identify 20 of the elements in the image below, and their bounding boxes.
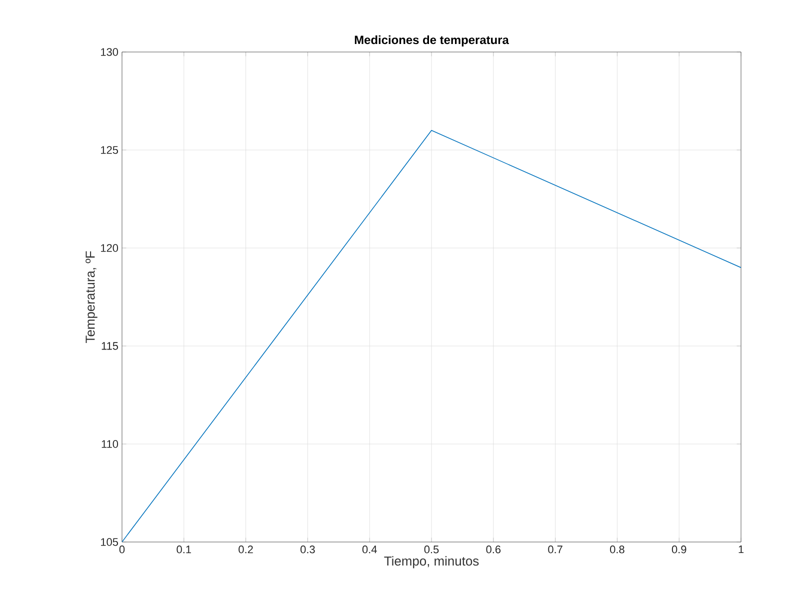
x-axis-title: Tiempo, minutos <box>384 556 479 568</box>
x-tick-label: 1 <box>738 546 744 554</box>
x-tick-label: 0.3 <box>300 546 315 554</box>
x-tick-label: 0.8 <box>610 546 624 554</box>
x-tick-label: 0.5 <box>424 546 439 554</box>
y-tick-label: 120 <box>101 244 118 252</box>
y-tick-label: 125 <box>101 146 118 154</box>
x-tick-label: 0.1 <box>176 546 191 554</box>
y-tick-label: 115 <box>102 342 118 350</box>
x-tick-label: 0.2 <box>238 546 253 554</box>
x-tick-label: 0.7 <box>548 546 562 554</box>
y-tick-label: 105 <box>101 538 118 546</box>
chart-title: Mediciones de temperatura <box>354 35 509 46</box>
y-tick-label: 110 <box>102 440 118 448</box>
x-tick-label: 0 <box>119 546 125 554</box>
x-tick-label: 0.4 <box>362 546 377 554</box>
y-axis-title: Temperatura, ºF <box>86 251 98 343</box>
x-tick-label: 0.6 <box>486 546 501 554</box>
y-tick-label: 130 <box>101 48 118 56</box>
x-tick-label: 0.9 <box>672 546 686 554</box>
